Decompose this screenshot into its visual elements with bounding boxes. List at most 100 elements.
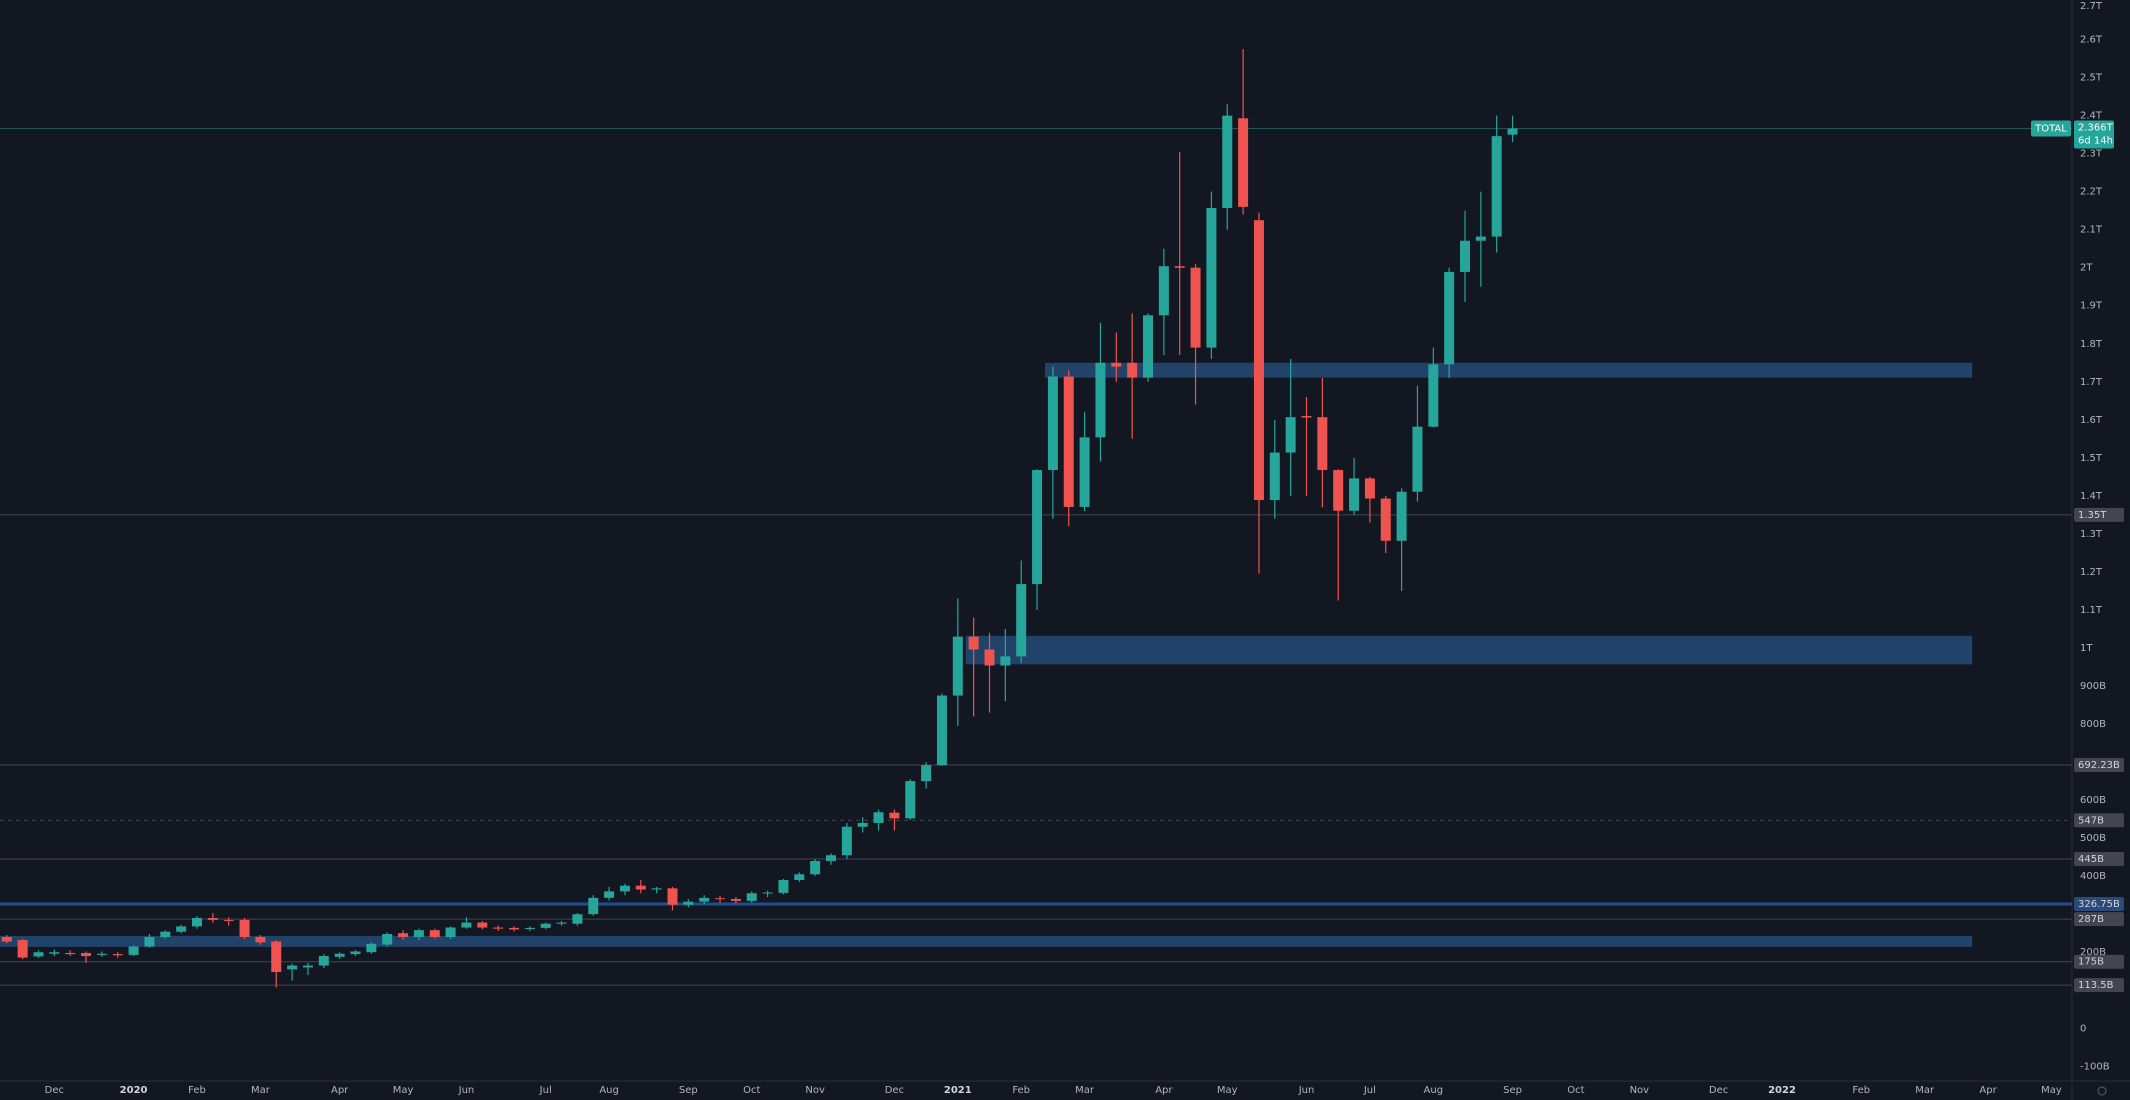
x-tick-label: Jul (539, 1085, 552, 1096)
y-tick-label: 1.5T (2080, 453, 2103, 464)
candle-body (841, 826, 852, 856)
candle-body (350, 951, 361, 955)
candle-body (33, 952, 44, 957)
y-tick-label: 2.4T (2080, 111, 2103, 122)
settings-icon[interactable] (2097, 1086, 2107, 1096)
candle-body (635, 885, 646, 890)
candle-body (398, 933, 409, 938)
candle-body (207, 918, 218, 920)
candle-body (588, 897, 599, 915)
candle-body (1301, 416, 1312, 418)
y-tick-label: 2.3T (2080, 149, 2103, 160)
candle-body (1507, 128, 1518, 135)
candle-body (223, 919, 234, 921)
candle-body (667, 888, 678, 905)
y-tick-label: 2.7T (2080, 1, 2103, 12)
candle-body (604, 891, 615, 898)
candle-body (49, 952, 60, 954)
candle-body (889, 812, 900, 819)
candle-body (461, 922, 472, 928)
y-tick-label: 800B (2080, 719, 2106, 730)
x-tick-label: Jun (458, 1085, 475, 1096)
y-tick-label: 1.2T (2080, 567, 2103, 578)
candle-body (413, 930, 424, 938)
x-tick-label: 2021 (944, 1085, 972, 1096)
level-label: 113.5B (2078, 980, 2114, 991)
candle-body (556, 922, 567, 924)
candle-body (1158, 266, 1169, 316)
candle-body (192, 918, 202, 927)
countdown-label: 6d 14h (2078, 136, 2113, 147)
x-tick-label: May (2041, 1085, 2062, 1096)
candle-body (1269, 452, 1280, 501)
candle-body (17, 940, 28, 958)
x-tick-label: Apr (1155, 1085, 1173, 1096)
candle-body (1333, 470, 1344, 511)
level-label: 287B (2078, 914, 2104, 925)
candle-body (1460, 240, 1470, 272)
candle-body (524, 927, 535, 930)
candle-body (1127, 362, 1138, 378)
y-tick-label: 500B (2080, 833, 2106, 844)
candle-body (1349, 478, 1360, 511)
x-tick-label: Sep (1503, 1085, 1522, 1096)
candle-body (873, 812, 884, 823)
x-tick-label: Dec (885, 1085, 904, 1096)
candle-body (1412, 426, 1423, 492)
candle-body (1, 937, 12, 942)
candle-body (318, 956, 329, 966)
candle-body (176, 926, 187, 932)
candle-body (810, 860, 821, 875)
level-label-bg (2074, 758, 2124, 773)
candle-body (128, 946, 139, 955)
candle-body (160, 931, 171, 938)
x-tick-label: Dec (1709, 1085, 1728, 1096)
candle-body (1285, 417, 1296, 453)
candle-body (1111, 362, 1122, 367)
x-tick-label: Aug (599, 1085, 619, 1096)
candle-body (144, 937, 155, 947)
y-tick-label: -100B (2080, 1061, 2110, 1072)
y-tick-label: 2T (2080, 263, 2093, 274)
candle-body (1428, 364, 1439, 427)
x-tick-label: 2020 (120, 1085, 148, 1096)
x-tick-label: 2022 (1768, 1085, 1796, 1096)
candle-body (1000, 656, 1011, 666)
level-label-bg (2074, 813, 2124, 828)
candle-body (382, 933, 393, 945)
level-label: 175B (2078, 957, 2104, 968)
x-tick-label: Feb (1012, 1085, 1030, 1096)
candle-body (366, 943, 377, 953)
candle-body (651, 888, 662, 890)
x-tick-label: Jul (1363, 1085, 1376, 1096)
candle-body (699, 897, 710, 902)
level-label-bg (2074, 507, 2124, 522)
level-label: 547B (2078, 815, 2104, 826)
candle-body (65, 952, 76, 955)
candle-body (334, 953, 345, 957)
candle-body (1253, 220, 1264, 501)
candle-body (271, 941, 282, 972)
level-label-bg (2074, 978, 2124, 993)
candle-body (572, 914, 583, 924)
candle-body (1222, 115, 1233, 209)
zone (965, 635, 1973, 665)
x-tick-label: May (393, 1085, 414, 1096)
y-tick-label: 1.6T (2080, 415, 2103, 426)
candle-body (1174, 266, 1185, 268)
candle-body (1364, 478, 1375, 499)
candle-body (255, 937, 266, 943)
candle-body (1317, 417, 1328, 471)
x-tick-label: Aug (1424, 1085, 1444, 1096)
x-tick-label: Apr (1979, 1085, 1997, 1096)
x-tick-label: Oct (743, 1085, 760, 1096)
last-price-bg (2074, 120, 2114, 149)
candle-body (730, 898, 741, 901)
level-label-bg (2074, 954, 2124, 969)
x-tick-label: Feb (1852, 1085, 1870, 1096)
candle-body (1190, 267, 1201, 348)
candle-body (1016, 584, 1027, 657)
